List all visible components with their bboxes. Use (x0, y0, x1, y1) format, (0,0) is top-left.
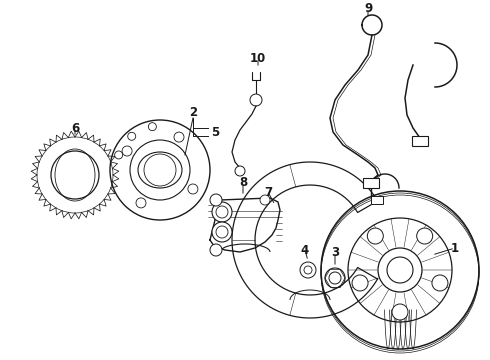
Circle shape (250, 94, 262, 106)
Circle shape (300, 262, 316, 278)
Circle shape (304, 266, 312, 274)
Circle shape (329, 272, 341, 284)
Circle shape (432, 275, 448, 291)
Circle shape (416, 228, 433, 244)
Circle shape (115, 151, 122, 159)
Circle shape (188, 184, 198, 194)
Circle shape (216, 206, 228, 218)
Text: 4: 4 (301, 243, 309, 256)
Circle shape (325, 268, 345, 288)
Circle shape (368, 228, 383, 244)
Circle shape (210, 194, 222, 206)
Text: 7: 7 (264, 185, 272, 198)
Circle shape (210, 244, 222, 256)
Text: 9: 9 (364, 3, 372, 15)
Circle shape (136, 198, 146, 208)
Text: 5: 5 (211, 126, 219, 139)
Text: 1: 1 (451, 242, 459, 255)
Circle shape (128, 132, 136, 140)
FancyBboxPatch shape (363, 178, 379, 188)
FancyBboxPatch shape (412, 136, 428, 146)
Circle shape (260, 195, 270, 205)
Circle shape (235, 166, 245, 176)
Text: 6: 6 (71, 122, 79, 135)
Polygon shape (232, 162, 378, 318)
Text: 8: 8 (239, 176, 247, 189)
Circle shape (216, 226, 228, 238)
Circle shape (212, 222, 232, 242)
Polygon shape (210, 198, 280, 252)
Circle shape (352, 275, 368, 291)
Text: 3: 3 (331, 246, 339, 258)
Circle shape (212, 202, 232, 222)
Circle shape (122, 146, 132, 156)
Circle shape (148, 123, 156, 131)
Text: 2: 2 (189, 105, 197, 118)
Text: 10: 10 (250, 51, 266, 64)
Circle shape (174, 132, 184, 142)
FancyBboxPatch shape (371, 196, 383, 204)
Circle shape (392, 304, 408, 320)
